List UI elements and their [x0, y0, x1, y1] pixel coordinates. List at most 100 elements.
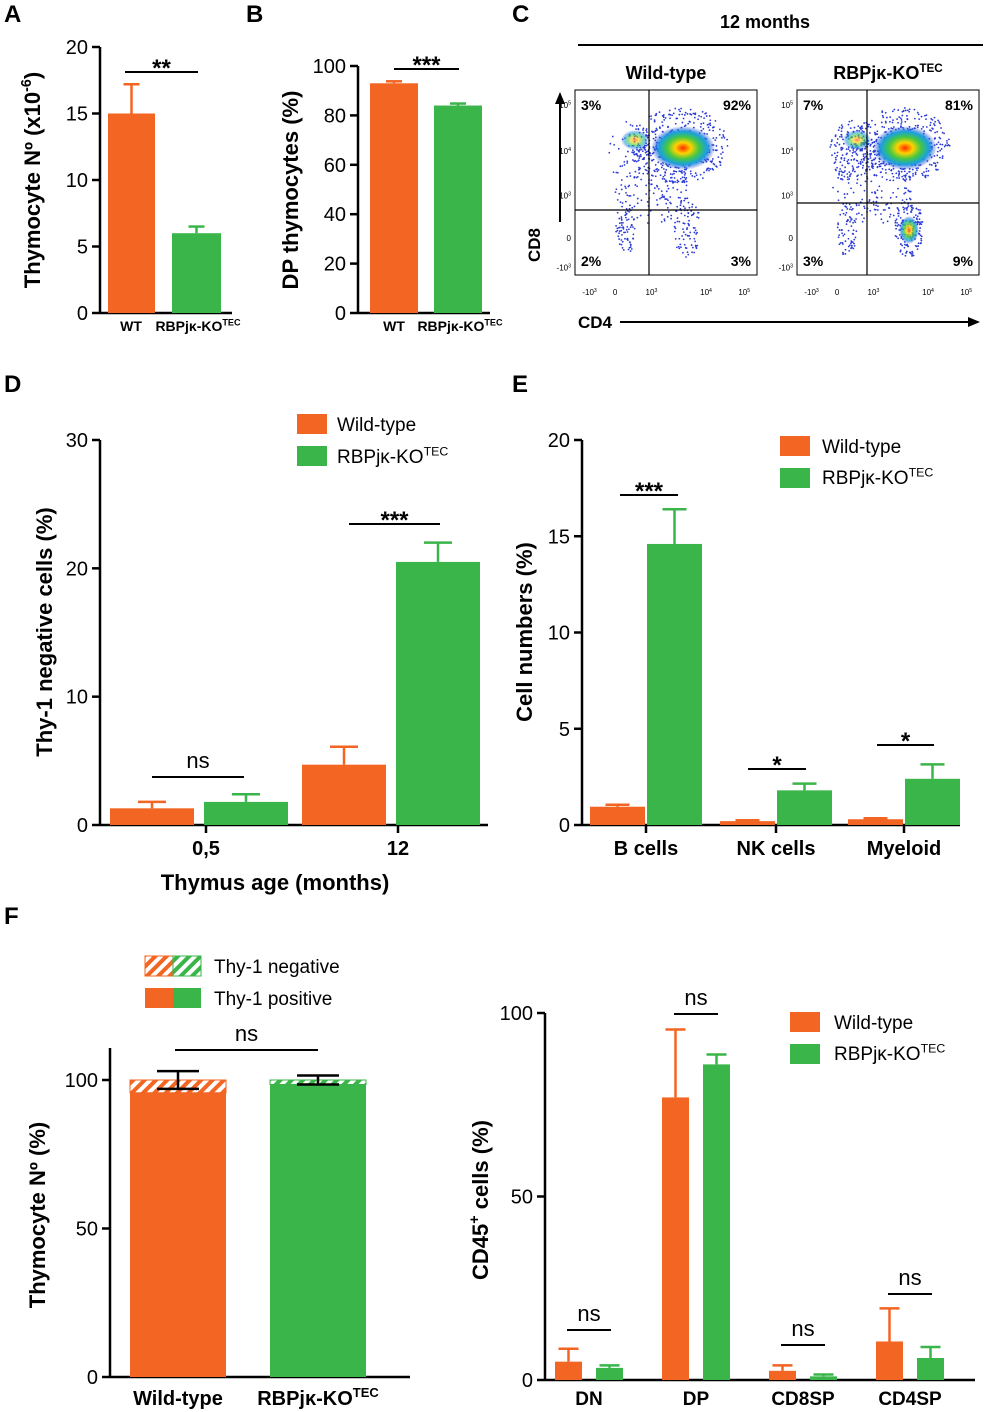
event-dot	[664, 181, 667, 183]
significance-CD4SP-label: ns	[898, 1265, 921, 1290]
event-dot	[841, 154, 844, 157]
event-dot	[663, 174, 666, 177]
event-dot	[837, 222, 839, 225]
event-dot	[907, 205, 910, 208]
event-dot	[650, 154, 652, 157]
significance-CD8SP-label: ns	[791, 1316, 814, 1341]
event-dot	[897, 237, 900, 240]
event-dot	[854, 150, 857, 153]
cd8-label: CD8	[525, 228, 544, 262]
x-tick-label-superscript: TEC	[353, 1385, 380, 1400]
event-dot	[905, 198, 908, 201]
event-dot	[931, 119, 934, 121]
event-dot	[701, 110, 704, 113]
legend-swatch-positive-wt	[145, 988, 173, 1008]
quadrant-top-left: 3%	[581, 97, 602, 113]
y-axis-label: Thymocyte Nº (%)	[25, 1122, 50, 1309]
event-dot	[660, 190, 663, 193]
event-dot	[677, 196, 680, 199]
event-dot	[673, 230, 676, 233]
event-dot	[837, 236, 840, 239]
event-dot	[646, 162, 649, 164]
event-dot	[937, 146, 940, 149]
event-dot	[711, 160, 714, 162]
event-dot	[861, 125, 863, 128]
event-dot	[720, 153, 722, 155]
event-dot	[906, 212, 909, 215]
x-tick-label: 103	[868, 288, 880, 297]
event-dot	[883, 126, 886, 129]
density-hotspot	[873, 126, 937, 170]
event-dot	[920, 221, 922, 223]
event-dot	[663, 196, 665, 199]
event-dot	[612, 171, 615, 174]
event-dot	[927, 174, 929, 177]
event-dot	[650, 179, 653, 182]
event-dot	[864, 127, 867, 130]
y-tick-label: 0	[77, 815, 88, 837]
event-dot	[627, 185, 630, 188]
legend-swatch-wild-type	[790, 1012, 820, 1032]
event-dot	[696, 231, 698, 234]
event-dot	[861, 161, 864, 163]
event-dot	[845, 223, 848, 226]
event-dot	[838, 234, 841, 237]
x-tick-label: 0,5	[192, 838, 220, 860]
event-dot	[929, 121, 932, 124]
event-dot	[660, 166, 663, 169]
x-tick-label-superscript: 3	[654, 288, 657, 294]
event-dot	[846, 193, 849, 195]
event-dot	[712, 137, 715, 140]
event-dot	[919, 209, 921, 211]
event-dot	[629, 194, 632, 197]
y-tick-label: 103	[559, 191, 571, 200]
event-dot	[909, 178, 911, 181]
event-dot	[857, 162, 860, 165]
event-dot	[629, 241, 631, 244]
event-dot	[929, 129, 931, 132]
event-dot	[834, 156, 837, 159]
event-dot	[623, 160, 626, 163]
event-dot	[896, 176, 898, 179]
event-dot	[686, 215, 689, 218]
x-tick-label: DN	[575, 1389, 602, 1410]
event-dot	[842, 234, 845, 237]
event-dot	[844, 240, 847, 243]
y-tick-label: -103	[779, 263, 794, 272]
event-dot	[683, 171, 685, 173]
event-dot	[715, 145, 718, 147]
event-dot	[876, 166, 879, 169]
cd4-arrow-head	[968, 317, 980, 327]
x-tick-label-superscript: 4	[931, 288, 934, 294]
event-dot	[846, 173, 849, 175]
significance-old-label: ***	[380, 507, 409, 534]
event-dot	[894, 219, 897, 222]
event-dot	[847, 158, 850, 161]
event-dot	[933, 116, 936, 119]
event-dot	[852, 191, 855, 194]
event-dot	[837, 129, 840, 132]
event-dot	[895, 235, 898, 238]
x-tick-label: CD8SP	[771, 1389, 835, 1410]
event-dot	[941, 155, 944, 158]
event-dot	[916, 215, 919, 218]
event-dot	[914, 214, 917, 217]
event-dot	[870, 152, 873, 155]
event-dot	[896, 225, 899, 227]
y-tick-label: 105	[781, 101, 793, 110]
event-dot	[869, 209, 872, 212]
event-dot	[709, 168, 712, 170]
event-dot	[871, 141, 874, 144]
event-dot	[614, 191, 617, 194]
event-dot	[616, 198, 619, 201]
event-dot	[706, 123, 709, 126]
event-dot	[674, 107, 677, 110]
event-dot	[846, 176, 849, 179]
bar-RBPjκ-KO	[917, 1357, 944, 1380]
x-tick-label-superscript: TEC	[222, 317, 241, 327]
event-dot	[726, 138, 729, 141]
event-dot	[697, 118, 699, 121]
event-dot	[700, 122, 703, 125]
event-dot	[634, 170, 637, 173]
event-dot	[874, 191, 877, 194]
